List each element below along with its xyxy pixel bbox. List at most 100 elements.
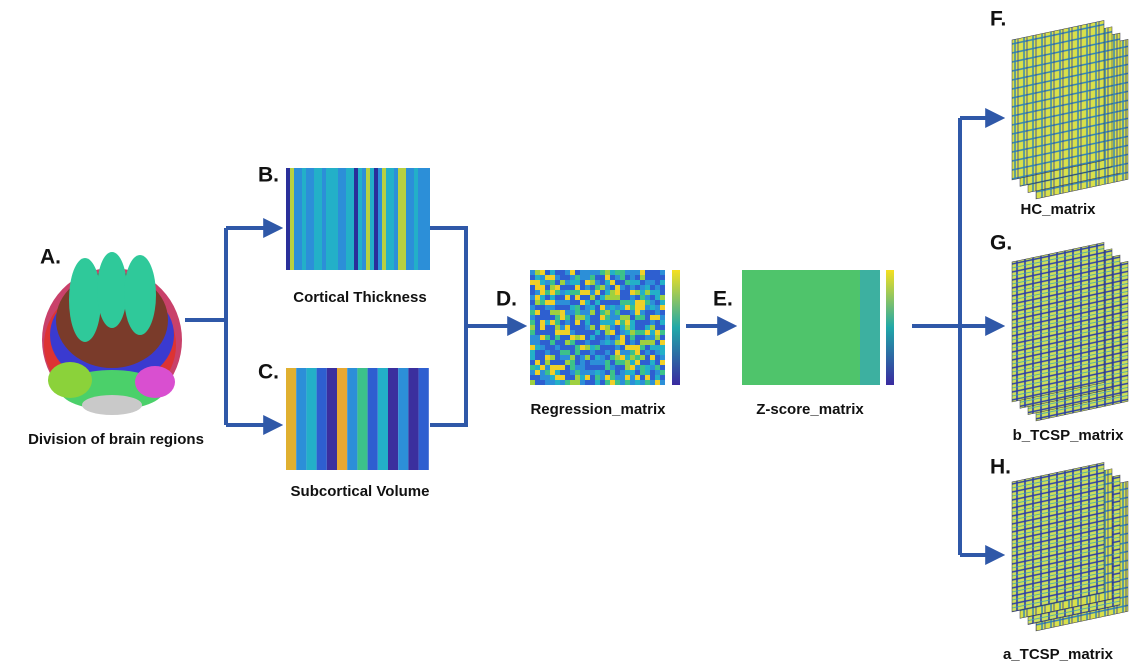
heatmap-cell	[620, 330, 625, 335]
heatmap-cell	[565, 345, 570, 350]
heatmap-cell	[610, 330, 615, 335]
heatmap-cell	[585, 355, 590, 360]
heatmap-cell	[615, 380, 620, 385]
heatmap-cell	[555, 285, 560, 290]
heatmap-cell	[550, 345, 555, 350]
heatmap-cell	[540, 380, 545, 385]
heatmap-cell	[615, 305, 620, 310]
heatmap-cell	[660, 290, 665, 295]
heatmap-cell	[620, 345, 625, 350]
heatmap-cell	[535, 305, 540, 310]
heatmap-cell	[590, 280, 595, 285]
heatmap-cell	[575, 325, 580, 330]
heatmap-cell	[390, 168, 394, 270]
heatmap-cell	[560, 345, 565, 350]
heatmap-cell	[610, 350, 615, 355]
heatmap-cell	[296, 368, 306, 470]
heatmap-cell	[610, 300, 615, 305]
heatmap-cell	[410, 168, 414, 270]
heatmap-cell	[382, 168, 386, 270]
heatmap-cell	[560, 300, 565, 305]
heatmap-cell	[615, 275, 620, 280]
heatmap-cell	[580, 275, 585, 280]
heatmap-cell	[605, 325, 610, 330]
diagram: A. Division of brain regions B. Cortical…	[0, 0, 1142, 666]
heatmap-cell	[575, 340, 580, 345]
heatmap-cell	[650, 305, 655, 310]
heatmap-cell	[610, 270, 615, 275]
panel-letter: B.	[258, 164, 279, 187]
panel-label: Cortical Thickness	[293, 289, 426, 306]
heatmap-cell	[555, 300, 560, 305]
heatmap-cell	[585, 310, 590, 315]
heatmap-cell	[605, 285, 610, 290]
heatmap-cell	[625, 330, 630, 335]
heatmap-cell	[650, 285, 655, 290]
heatmap-cell	[540, 345, 545, 350]
heatmap-cell	[590, 330, 595, 335]
heatmap-cell	[610, 335, 615, 340]
heatmap-cell	[530, 365, 535, 370]
heatmap-cell	[615, 315, 620, 320]
heatmap-cell	[565, 315, 570, 320]
heatmap-cell	[550, 365, 555, 370]
heatmap-cell	[565, 280, 570, 285]
heatmap-cell	[615, 320, 620, 325]
heatmap-cell	[555, 355, 560, 360]
heatmap-cell	[595, 310, 600, 315]
heatmap-cell	[640, 380, 645, 385]
heatmap-cell	[354, 168, 358, 270]
heatmap-cell	[615, 300, 620, 305]
heatmap-cell	[580, 310, 585, 315]
heatmap-cell	[575, 380, 580, 385]
heatmap-cell	[565, 295, 570, 300]
heatmap-cell	[565, 290, 570, 295]
heatmap-cell	[540, 320, 545, 325]
heatmap-cell	[306, 368, 316, 470]
heatmap-cell	[530, 355, 535, 360]
heatmap-cell	[635, 345, 640, 350]
heatmap-cell	[570, 285, 575, 290]
heatmap-cell	[570, 305, 575, 310]
heatmap-cell	[645, 270, 650, 275]
heatmap-cell	[358, 168, 362, 270]
heatmap-cell	[580, 365, 585, 370]
heatmap-cell	[610, 340, 615, 345]
heatmap-cell	[615, 280, 620, 285]
heatmap-cell	[550, 320, 555, 325]
heatmap-cell	[595, 345, 600, 350]
heatmap-cell	[635, 330, 640, 335]
heatmap-cell	[625, 320, 630, 325]
heatmap-cell	[555, 360, 560, 365]
heatmap-cell	[610, 320, 615, 325]
heatmap-cell	[650, 345, 655, 350]
heatmap-cell	[555, 365, 560, 370]
heatmap-cell	[560, 280, 565, 285]
heatmap-cell	[570, 315, 575, 320]
heatmap-cell	[600, 285, 605, 290]
heatmap-cell	[615, 335, 620, 340]
heatmap-cell	[530, 350, 535, 355]
heatmap-cell	[600, 310, 605, 315]
heatmap-cell	[645, 285, 650, 290]
heatmap-cell	[615, 270, 620, 275]
heatmap-cell	[555, 380, 560, 385]
heatmap-cell	[350, 168, 354, 270]
heatmap-cell	[605, 330, 610, 335]
heatmap-cell	[545, 270, 550, 275]
heatmap-cell	[545, 280, 550, 285]
heatmap-cell	[550, 315, 555, 320]
heatmap-cell	[535, 375, 540, 380]
heatmap-cell	[560, 305, 565, 310]
heatmap-cell	[600, 345, 605, 350]
heatmap-cell	[585, 345, 590, 350]
heatmap-cell	[660, 320, 665, 325]
heatmap-cell	[590, 325, 595, 330]
heatmap-cell	[625, 315, 630, 320]
heatmap-cell	[575, 280, 580, 285]
heatmap-cell	[585, 330, 590, 335]
heatmap-cell	[545, 345, 550, 350]
heatmap-cell	[605, 310, 610, 315]
heatmap-cell	[530, 270, 535, 275]
heatmap-cell	[610, 285, 615, 290]
